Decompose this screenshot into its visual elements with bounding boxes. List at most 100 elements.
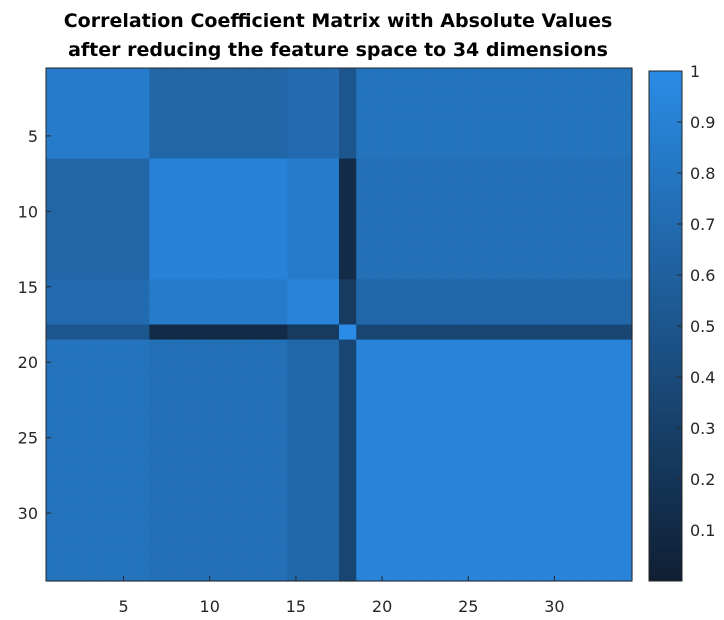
- heatmap-cell: [339, 384, 357, 401]
- heatmap-cell: [580, 173, 599, 190]
- heatmap-cell: [287, 430, 306, 446]
- heatmap-cell: [252, 218, 271, 235]
- heatmap-cell: [235, 68, 254, 84]
- heatmap-cell: [201, 430, 219, 446]
- heatmap-cell: [373, 188, 392, 205]
- heatmap-cell: [63, 550, 82, 567]
- heatmap-cell: [390, 83, 409, 99]
- heatmap-cell: [407, 369, 426, 386]
- heatmap-cell: [339, 294, 357, 311]
- heatmap-cell: [304, 249, 323, 265]
- heatmap-cell: [114, 128, 133, 145]
- heatmap-cell: [252, 490, 271, 507]
- heatmap-cell: [201, 294, 219, 311]
- heatmap-cell: [218, 490, 237, 507]
- heatmap-cell: [287, 249, 306, 265]
- heatmap-cell: [166, 218, 185, 235]
- heatmap-cell: [97, 460, 116, 476]
- heatmap-cell: [373, 535, 392, 552]
- heatmap-cell: [614, 203, 633, 220]
- heatmap-cell: [597, 475, 616, 492]
- heatmap-cell: [442, 384, 461, 401]
- x-tick-label: 20: [372, 597, 392, 616]
- heatmap-cell: [80, 173, 99, 190]
- heatmap-cell: [201, 249, 219, 265]
- heatmap-cell: [442, 113, 461, 129]
- heatmap-cell: [390, 535, 409, 552]
- heatmap-cell: [494, 505, 512, 522]
- heatmap-cell: [339, 218, 357, 235]
- heatmap-cell: [425, 520, 444, 537]
- heatmap-cell: [476, 384, 495, 401]
- heatmap-cell: [166, 279, 185, 295]
- heatmap-cell: [97, 339, 116, 356]
- heatmap-cell: [356, 399, 375, 416]
- heatmap-cell: [563, 143, 581, 160]
- heatmap-cell: [183, 279, 202, 295]
- heatmap-cell: [511, 369, 530, 386]
- heatmap-cell: [63, 173, 82, 190]
- heatmap-cell: [425, 68, 444, 84]
- heatmap-cell: [252, 369, 271, 386]
- heatmap-cell: [270, 369, 288, 386]
- heatmap-cell: [218, 143, 237, 160]
- heatmap-cell: [201, 384, 219, 401]
- heatmap-cell: [356, 203, 375, 220]
- heatmap-cell: [287, 369, 306, 386]
- heatmap-cell: [442, 339, 461, 356]
- heatmap-cell: [80, 128, 99, 145]
- heatmap-cell: [390, 324, 409, 341]
- heatmap-cell: [494, 98, 512, 114]
- heatmap-cell: [287, 445, 306, 461]
- heatmap-cell: [183, 354, 202, 371]
- heatmap-cell: [614, 233, 633, 250]
- heatmap-cell: [149, 249, 168, 265]
- heatmap-cell: [270, 384, 288, 401]
- heatmap-cell: [425, 430, 444, 446]
- heatmap-cell: [183, 520, 202, 537]
- heatmap-cell: [356, 309, 375, 326]
- heatmap-cell: [166, 113, 185, 129]
- heatmap-cell: [459, 233, 478, 250]
- heatmap-cell: [149, 505, 168, 522]
- heatmap-cell: [459, 128, 478, 145]
- x-tick-label: 30: [544, 597, 564, 616]
- heatmap-cell: [459, 143, 478, 160]
- heatmap-cell: [270, 128, 288, 145]
- heatmap-cell: [476, 188, 495, 205]
- heatmap-cell: [218, 309, 237, 326]
- heatmap-cell: [597, 128, 616, 145]
- heatmap-cell: [597, 264, 616, 280]
- heatmap-cell: [614, 445, 633, 461]
- heatmap-cell: [597, 279, 616, 295]
- heatmap-cell: [390, 279, 409, 295]
- heatmap-cell: [407, 249, 426, 265]
- heatmap-cell: [166, 68, 185, 84]
- heatmap-cell: [46, 173, 64, 190]
- heatmap-cell: [304, 309, 323, 326]
- heatmap-cell: [80, 158, 99, 175]
- heatmap-cell: [166, 324, 185, 341]
- heatmap-cell: [287, 505, 306, 522]
- heatmap-cell: [425, 203, 444, 220]
- heatmap-cell: [563, 430, 581, 446]
- heatmap-cell: [442, 264, 461, 280]
- heatmap-cell: [270, 430, 288, 446]
- heatmap-cell: [287, 279, 306, 295]
- heatmap-cell: [528, 565, 547, 582]
- heatmap-cell: [149, 324, 168, 341]
- heatmap-cell: [166, 550, 185, 567]
- heatmap-cell: [252, 143, 271, 160]
- heatmap-cell: [614, 369, 633, 386]
- heatmap-cell: [580, 203, 599, 220]
- heatmap-cell: [132, 505, 151, 522]
- heatmap-cell: [321, 143, 340, 160]
- heatmap-cell: [252, 339, 271, 356]
- heatmap-cell: [545, 324, 564, 341]
- heatmap-cell: [63, 128, 82, 145]
- heatmap-cell: [580, 384, 599, 401]
- heatmap-cell: [183, 550, 202, 567]
- heatmap-cell: [80, 83, 99, 99]
- heatmap-cell: [390, 173, 409, 190]
- heatmap-cell: [46, 475, 64, 492]
